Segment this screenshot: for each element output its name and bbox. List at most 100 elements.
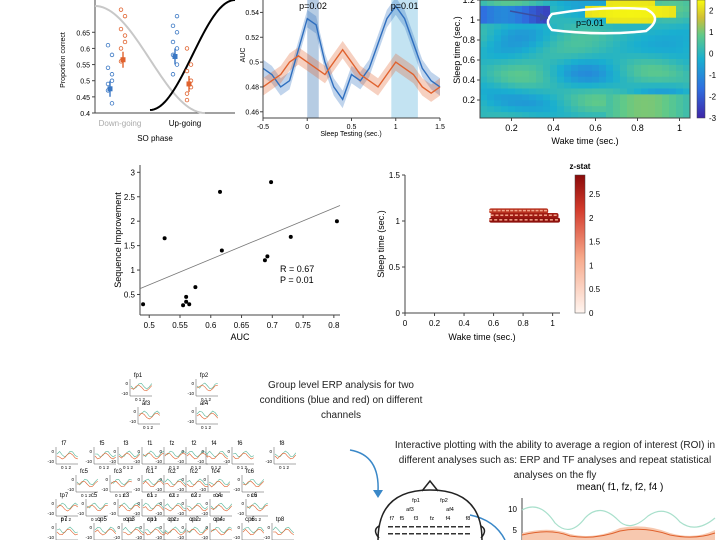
heatmap-cell (606, 100, 614, 107)
heatmap-cell (655, 100, 663, 107)
channel-label: tp7 (60, 493, 69, 499)
heatmap-cell (655, 0, 663, 7)
heatmap-cell (501, 41, 509, 48)
heatmap-cell (641, 64, 649, 72)
roi-red-band (522, 526, 715, 540)
heatmap-cell (522, 5, 530, 13)
mini-tick: 0 (159, 477, 162, 482)
heatmap-cell (522, 59, 530, 66)
heatmap-cell (669, 5, 677, 13)
cluster-speckle (534, 219, 538, 221)
heatmap-cell (529, 41, 537, 48)
channel-label: fp1 (134, 373, 143, 379)
mini-tick: -10 (177, 459, 184, 464)
heatmap-cell (564, 47, 572, 54)
erp-trace-blue (110, 478, 132, 486)
heatmap-cell (578, 59, 586, 66)
heatmap-cell (571, 64, 579, 72)
erp-trace-red (246, 504, 268, 512)
heatmap-cell (669, 70, 677, 78)
erp-trace-red (110, 480, 132, 488)
mini-tick: 0 1 2 (123, 517, 134, 522)
heatmap-cell (578, 35, 586, 42)
heatmap-cell (676, 82, 684, 89)
erp-trace-red (186, 481, 208, 488)
channel-label: fc2 (190, 469, 199, 475)
heatmap-cell (592, 112, 600, 119)
heatmap-cell (606, 23, 614, 30)
mean-marker (120, 57, 126, 63)
heatmap-cell (627, 59, 635, 66)
heatmap-cell (508, 100, 516, 107)
heatmap-cell (648, 35, 656, 42)
mini-tick: -10 (85, 459, 92, 464)
heatmap-cell (606, 112, 614, 119)
heatmap-cell (620, 47, 628, 54)
heatmap-cell (494, 17, 502, 25)
heatmap-cell (648, 82, 656, 89)
heatmap-cell (501, 112, 509, 119)
heatmap-cell (669, 88, 677, 95)
heatmap-cell (480, 106, 488, 113)
heatmap-cell (662, 47, 670, 54)
heatmap-cell (508, 64, 516, 72)
y-tick-label: 1.5 (124, 242, 136, 251)
electrode-marker (444, 526, 449, 528)
channel-label: c1 (147, 493, 154, 499)
mini-tick: -10 (135, 535, 142, 540)
electrode-marker (416, 526, 421, 528)
heatmap-cell (634, 47, 642, 54)
mini-tick: 0 1 2 (237, 465, 248, 470)
electrode-marker (430, 533, 435, 535)
heatmap-cell (683, 41, 691, 48)
mini-tick: -10 (177, 487, 184, 492)
heatmap-cell (480, 5, 488, 13)
heatmap-cell (627, 82, 635, 89)
heatmap-cell (522, 76, 530, 84)
so-phase-chart: 0.4 0.45 0.5 0.55 0.6 0.65 Proportion correct… (60, 0, 236, 143)
heatmap-cell (613, 112, 621, 119)
head-channel-label: f4 (446, 516, 451, 522)
heatmap-cell (634, 59, 642, 66)
heatmap-cell (536, 82, 544, 89)
heatmap-cell (599, 64, 607, 72)
y-tick-label: 0.6 (462, 55, 475, 65)
y-tick-label: 0 (396, 309, 401, 318)
heatmap-cell (641, 100, 649, 107)
heatmap-cell (578, 82, 586, 89)
erp-trace-blue (56, 502, 78, 509)
erp-trace-red (118, 504, 141, 512)
cluster-speckle (514, 219, 518, 221)
heatmap-cell (641, 35, 649, 42)
heatmap-cell (522, 64, 530, 72)
mini-tick: 0 (201, 449, 204, 454)
heatmap-cell (487, 47, 495, 54)
heatmap-cell (508, 41, 516, 48)
heatmap-cell (508, 53, 516, 60)
series-error-band (263, 0, 440, 109)
heatmap-cell (571, 0, 579, 7)
heatmap-cell (641, 0, 649, 7)
heatmap-cell (543, 0, 551, 7)
heatmap-cell (676, 47, 684, 54)
heatmap-cell (487, 5, 495, 13)
heatmap-cell (655, 53, 663, 60)
channel-label: af4 (200, 401, 209, 407)
heatmap-cell (564, 5, 572, 13)
cluster-speckle (495, 214, 499, 216)
heatmap-cell (487, 106, 495, 113)
heatmap-cell (676, 17, 684, 25)
heatmap-cell (529, 53, 537, 60)
heatmap-cell (585, 35, 593, 42)
erp-trace-red (142, 504, 165, 512)
trial-point (188, 62, 194, 67)
mini-tick: -10 (233, 487, 240, 492)
channel-label: cp6 (245, 517, 255, 523)
channel-label: f3 (123, 441, 129, 447)
cluster-speckle (518, 209, 522, 212)
heatmap-cell (662, 53, 670, 60)
heatmap-cell (648, 88, 656, 95)
heatmap-cell (641, 59, 649, 66)
category-label-down: Down-going (99, 119, 142, 128)
heatmap-cell (683, 47, 691, 54)
